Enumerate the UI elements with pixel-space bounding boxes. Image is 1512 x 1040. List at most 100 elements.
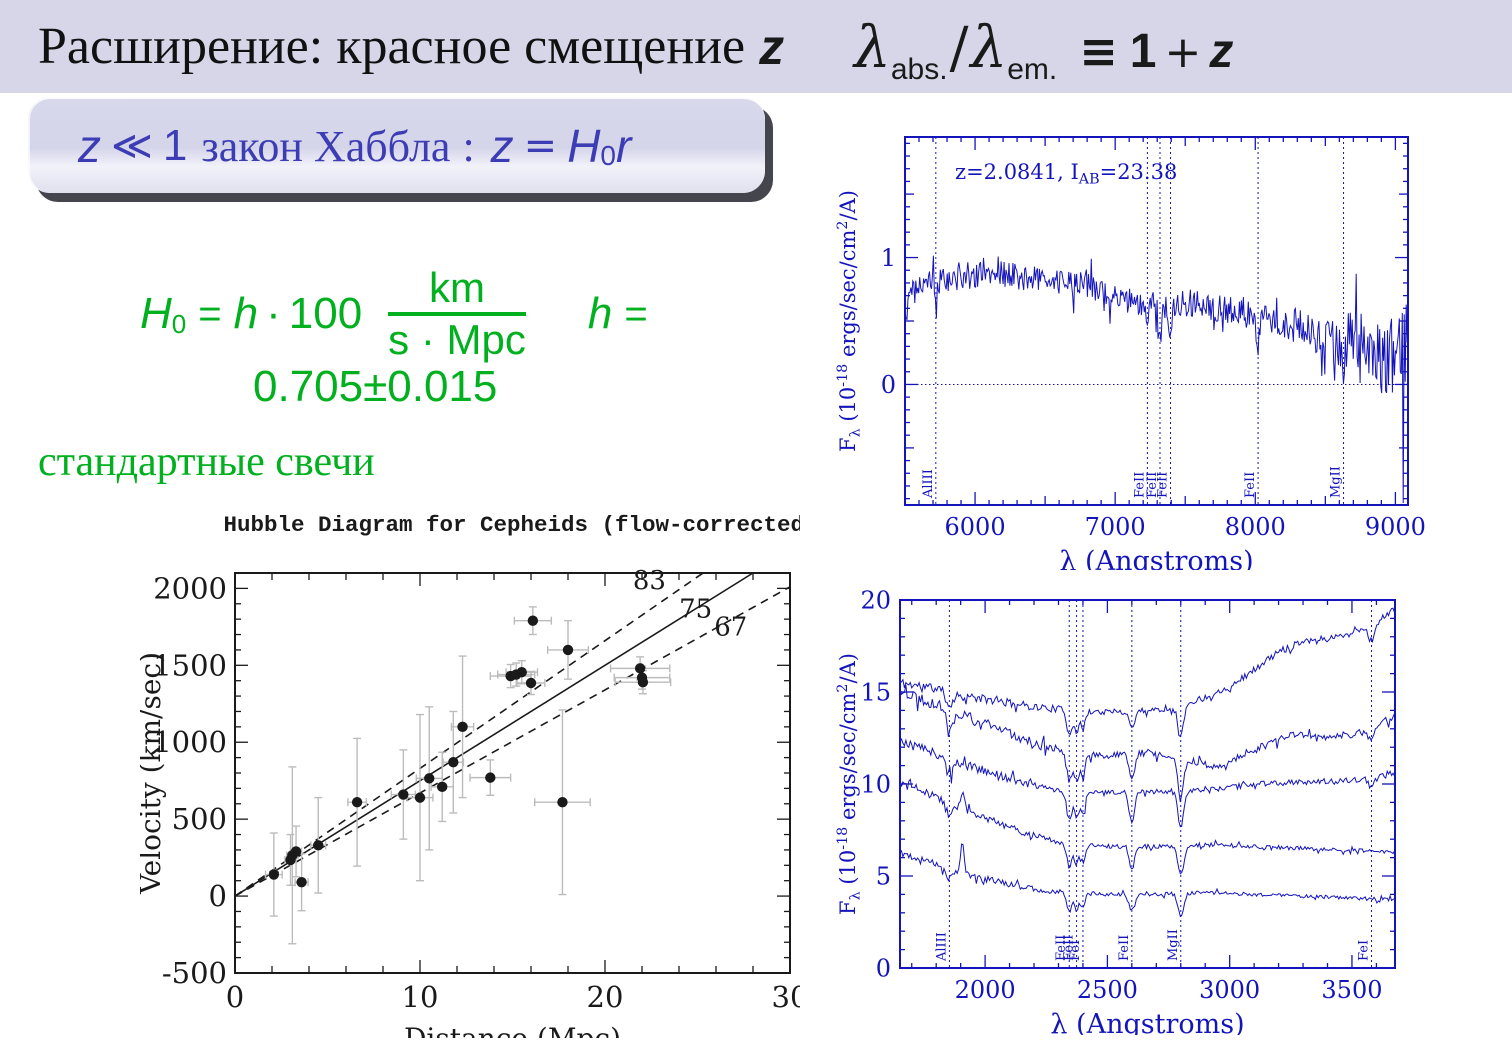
svg-text:20: 20: [587, 980, 624, 1014]
svg-text:1500: 1500: [153, 648, 227, 682]
lambda-em-subscript: em.: [1007, 52, 1058, 86]
line-label-67: 67: [714, 612, 747, 642]
svg-text:FeII: FeII: [1243, 472, 1258, 498]
svg-text:8000: 8000: [1225, 513, 1286, 541]
colon: :: [462, 121, 475, 171]
svg-text:Fλ (10-18 ergs/sec/cm2/A): Fλ (10-18 ergs/sec/cm2/A): [835, 190, 864, 452]
svg-text:MgII: MgII: [1166, 929, 1181, 961]
title-z-symbol: z: [759, 18, 785, 75]
svg-text:1000: 1000: [153, 725, 227, 759]
svg-text:500: 500: [172, 802, 227, 836]
fraction-bar: [388, 312, 526, 317]
spectrum-series: [900, 843, 1395, 918]
plus-sign: +: [1164, 26, 1202, 78]
hl-H-subscript: 0: [600, 140, 616, 171]
standard-candles-label: стандартные свечи: [38, 439, 375, 485]
svg-text:5: 5: [876, 862, 891, 890]
hubble-diagram-chart: Hubble Diagram for Cepheids (flow-correc…: [140, 512, 800, 1038]
fraction-denominator: s · Mpc: [388, 316, 526, 364]
h-value: 0.705±0.015: [253, 362, 498, 411]
spectrum-series: [900, 738, 1395, 828]
svg-text:30: 30: [772, 980, 800, 1014]
z-symbol: z: [1209, 24, 1234, 78]
title-band: Расширение: красное смещение z λ abs. / λ em…: [0, 0, 1512, 93]
cepheid-points: [264, 606, 672, 945]
f-H: H: [140, 289, 172, 339]
lambda-em: λ: [970, 12, 1008, 81]
slash: /: [949, 15, 969, 81]
hl-r: r: [616, 120, 632, 172]
svg-text:AlIII: AlIII: [921, 469, 936, 499]
lambda-abs: λ: [854, 12, 891, 81]
equiv-sign: ≡: [1079, 23, 1118, 78]
line-label-75: 75: [679, 595, 712, 625]
f-dot: ·: [266, 289, 281, 339]
hl-one: 1: [162, 121, 188, 170]
svg-text:FeII: FeII: [1117, 935, 1132, 961]
h0-line-83: [234, 572, 704, 897]
line-label-83: 83: [633, 566, 666, 596]
hl-z2: z: [490, 120, 514, 172]
svg-text:0: 0: [881, 371, 896, 399]
redshift-definition-formula: λ abs. / λ em. ≡ 1 + z: [854, 12, 1234, 86]
svg-text:FeII: FeII: [1132, 472, 1147, 498]
svg-text:λ (Angstroms): λ (Angstroms): [1059, 546, 1253, 570]
h-equals: h =: [587, 289, 648, 339]
f-equals: =: [198, 291, 222, 336]
hl-z: z: [78, 120, 101, 172]
svg-text:FeII: FeII: [1145, 472, 1160, 498]
svg-text:AlIII: AlIII: [934, 932, 949, 962]
svg-text:9000: 9000: [1365, 513, 1426, 541]
svg-text:-500: -500: [162, 956, 227, 990]
one: 1: [1129, 24, 1157, 78]
km-per-smpc-fraction: km s · Mpc: [388, 264, 526, 364]
svg-text:2000: 2000: [153, 571, 227, 605]
svg-text:10: 10: [402, 980, 439, 1014]
svg-text:0: 0: [209, 879, 227, 913]
svg-text:2000: 2000: [955, 976, 1016, 1004]
spectrum-series: [900, 685, 1395, 803]
spectrum-series: [905, 255, 1408, 504]
f-H-subscript: 0: [171, 308, 187, 339]
svg-text:10: 10: [860, 770, 891, 798]
spectrum-top-chart: 6000 7000 8000 9000 0 1 λ (Angstroms) Fλ (10-18…: [835, 136, 1426, 570]
h0-line-67: [234, 586, 791, 897]
svg-text:MgII: MgII: [1329, 466, 1344, 498]
svg-text:0: 0: [226, 980, 244, 1014]
equals-sign: =: [523, 123, 558, 169]
hubble-law-text: закон Хаббла: [201, 121, 451, 171]
svg-text:FeII: FeII: [1062, 935, 1077, 961]
svg-text:Distance (Mpc): Distance (Mpc): [404, 1022, 621, 1038]
svg-text:Fλ (10-18 ergs/sec/cm2/A): Fλ (10-18 ergs/sec/cm2/A): [835, 653, 864, 915]
hl-H: H: [567, 120, 601, 172]
spectrum-bottom-chart: 2000 2500 3000 3500 0 5 10 15 20 λ (Angstroms) Fλ …: [835, 586, 1396, 1035]
h0-line-75: [234, 572, 754, 897]
page-title: Расширение: красное смещение: [38, 18, 746, 75]
f-100: 100: [288, 289, 363, 339]
svg-text:3000: 3000: [1199, 976, 1260, 1004]
svg-text:λ (Angstroms): λ (Angstroms): [1050, 1009, 1244, 1035]
svg-text:FeII: FeII: [1156, 472, 1171, 498]
much-less-sign: ≪: [111, 123, 153, 169]
lambda-abs-subscript: abs.: [890, 52, 948, 86]
svg-text:Hubble Diagram for Cepheids (f: Hubble Diagram for Cepheids (flow-correc…: [223, 512, 800, 538]
svg-text:3500: 3500: [1321, 976, 1382, 1004]
fraction-numerator: km: [429, 264, 486, 311]
annotation: z=2.0841, IAB=23.38: [955, 160, 1177, 188]
spectrum-series: [900, 778, 1395, 875]
spectrum-series: [900, 607, 1395, 738]
svg-text:20: 20: [860, 586, 891, 614]
svg-text:2500: 2500: [1077, 976, 1138, 1004]
svg-text:6000: 6000: [945, 513, 1006, 541]
svg-text:Velocity (km/sec): Velocity (km/sec): [140, 652, 167, 895]
svg-text:1: 1: [881, 244, 896, 272]
svg-text:15: 15: [860, 678, 891, 706]
svg-text:7000: 7000: [1085, 513, 1146, 541]
svg-text:0: 0: [876, 954, 891, 982]
svg-text:FeII: FeII: [1054, 935, 1069, 961]
svg-text:FeI: FeI: [1068, 940, 1083, 961]
f-h: h: [233, 289, 259, 339]
